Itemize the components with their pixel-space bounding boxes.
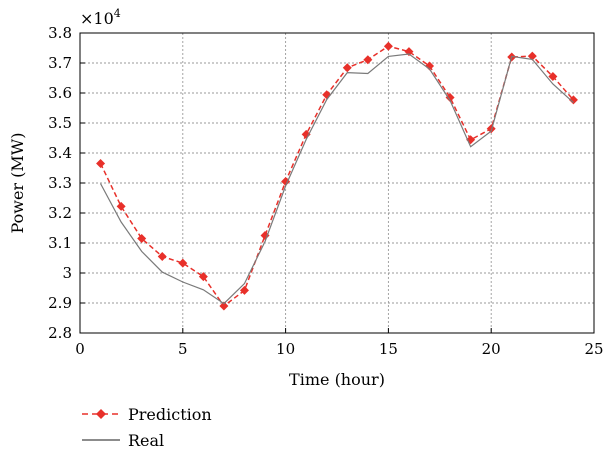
y-tick-label: 3.7: [48, 54, 72, 72]
x-axis-label: Time (hour): [289, 370, 385, 389]
prediction-point-marker: [96, 159, 106, 168]
y-tick-label: 2.8: [48, 324, 72, 342]
prediction-point-marker: [260, 231, 270, 240]
y-tick-label: 3.8: [48, 24, 72, 42]
y-tick-label: 2.9: [48, 294, 72, 312]
prediction-point-marker: [527, 51, 537, 61]
prediction-point-marker: [198, 272, 208, 282]
prediction-point-marker: [363, 55, 373, 65]
y-tick-label: 3.2: [48, 204, 72, 222]
prediction-point-marker: [486, 124, 496, 134]
y-multiplier-label: ×104: [80, 7, 121, 28]
y-tick-label: 3.5: [48, 114, 72, 132]
x-tick-label: 15: [379, 340, 398, 358]
prediction-point-marker: [548, 72, 558, 81]
prediction-point-marker: [219, 301, 229, 311]
prediction-point-marker: [568, 95, 578, 105]
x-tick-label: 0: [75, 340, 85, 358]
axis-ticks: 0 5 10 15 20 25 2.8 2.9 3 3.1 3.2 3.3 3.4 3.5 3.6 3.7 3.…: [48, 24, 603, 358]
prediction-point-marker: [157, 252, 167, 261]
y-tick-label: 3.6: [48, 84, 72, 102]
prediction-point-marker: [116, 201, 126, 211]
legend-entry-prediction: Prediction: [82, 405, 212, 424]
x-tick-label: 5: [178, 340, 188, 358]
prediction-point-marker: [239, 285, 249, 295]
x-tick-label: 25: [584, 340, 603, 358]
y-tick-label: 3.1: [48, 234, 72, 252]
legend-entry-real: Real: [82, 431, 164, 450]
prediction-point-marker: [281, 177, 291, 186]
legend-prediction-marker: [96, 409, 106, 419]
prediction-point-marker: [383, 41, 393, 51]
series-layer: [96, 41, 578, 311]
prediction-point-marker: [301, 129, 311, 139]
legend: Prediction Real: [82, 405, 212, 450]
prediction-point-marker: [178, 258, 188, 268]
y-tick-label: 3.3: [48, 174, 72, 192]
x-tick-label: 10: [276, 340, 295, 358]
legend-real-label: Real: [128, 431, 164, 450]
prediction-point-marker: [342, 63, 352, 73]
x-tick-label: 20: [482, 340, 501, 358]
grid-lines: [80, 33, 594, 333]
prediction-point-marker: [445, 93, 455, 102]
legend-prediction-label: Prediction: [128, 405, 212, 424]
y-tick-label: 3: [62, 264, 72, 282]
prediction-point-marker: [425, 61, 435, 71]
prediction-point-marker: [137, 234, 147, 243]
y-tick-label: 3.4: [48, 144, 72, 162]
real-series-line: [100, 53, 574, 305]
y-axis-label: Power (MW): [8, 133, 27, 234]
